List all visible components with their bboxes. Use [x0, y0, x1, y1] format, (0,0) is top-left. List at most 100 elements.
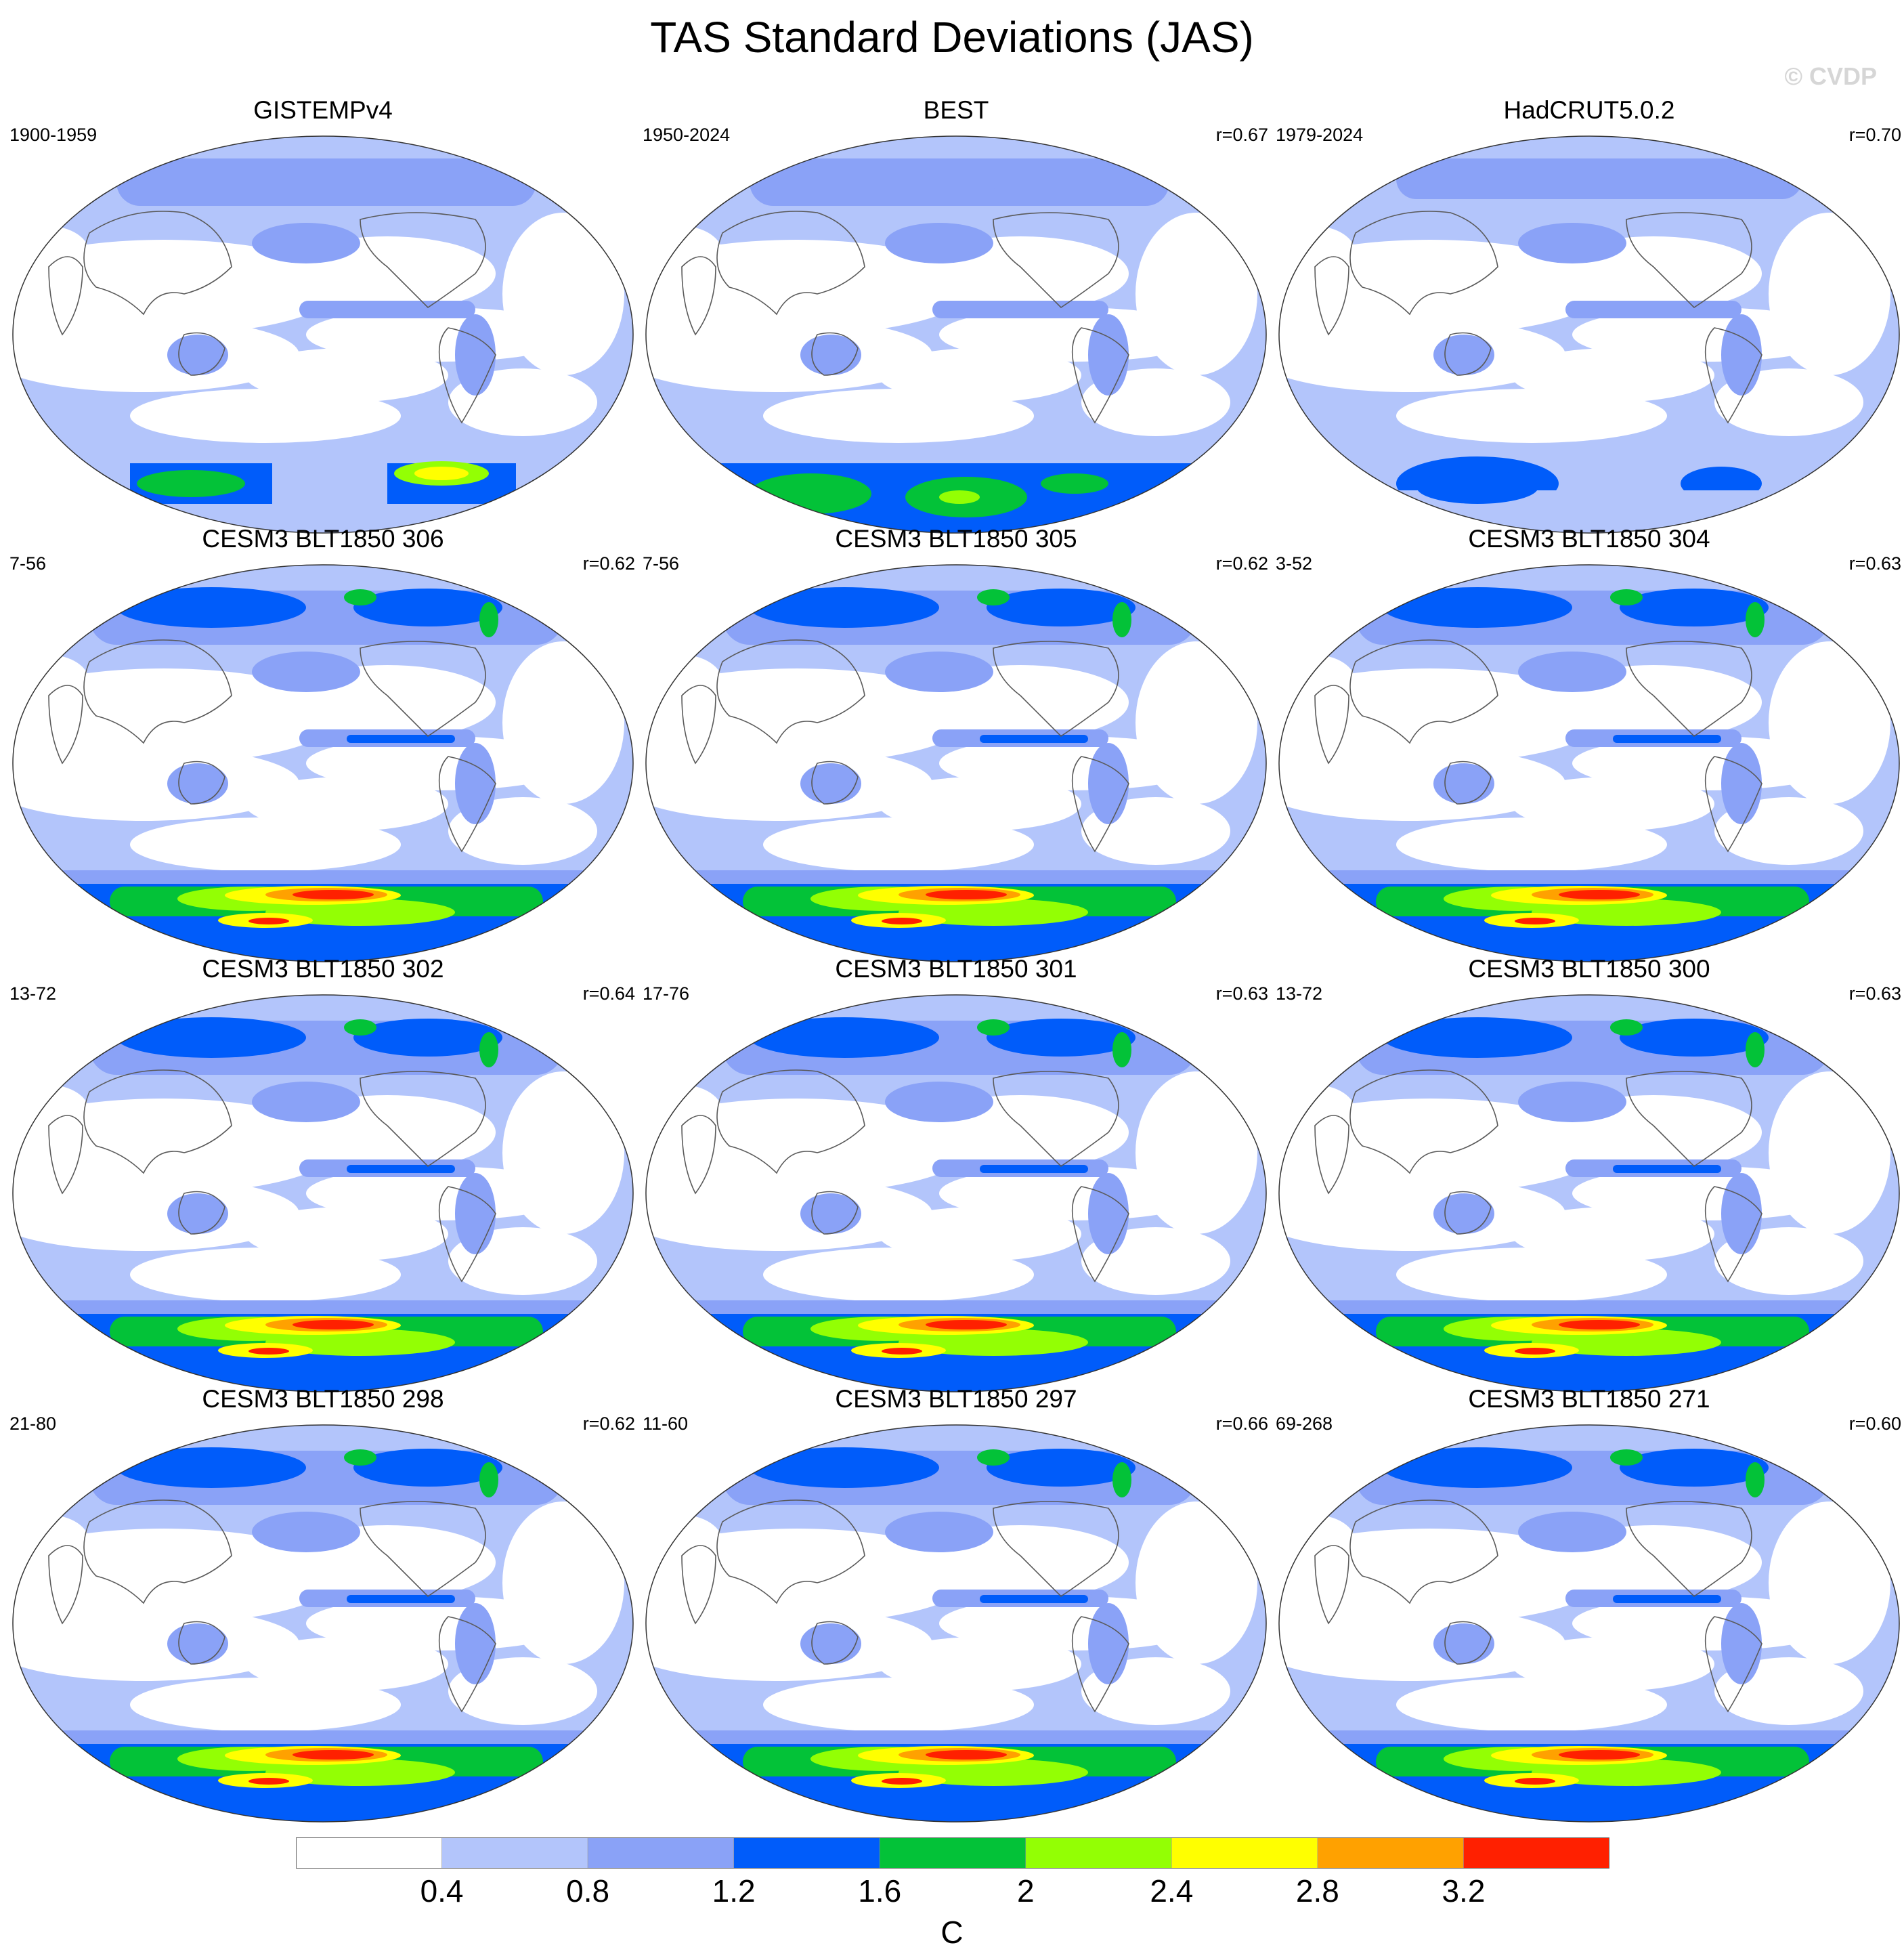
greenland-spot	[479, 602, 498, 637]
map-fill	[13, 1425, 633, 1822]
map-fill	[1279, 1425, 1899, 1822]
north-pacific-anomaly	[252, 1512, 360, 1552]
credit-watermark: © CVDP	[1784, 62, 1877, 90]
australia-anomaly	[800, 335, 861, 375]
map-panel: BEST 1950-2024 r=0.67	[641, 96, 1271, 534]
low-variability-zone	[245, 348, 448, 402]
low-variability-zone	[646, 709, 763, 790]
coastline	[360, 1501, 486, 1598]
antarctic-red-b	[248, 1778, 289, 1785]
colorbar-segment	[1317, 1837, 1464, 1869]
antarctic-blue-core	[980, 927, 1142, 952]
canada-anomaly	[993, 171, 1102, 200]
low-variability-zone	[1769, 213, 1890, 375]
greenland-spot	[1112, 1462, 1131, 1497]
panel-period: 13-72	[1276, 983, 1323, 1004]
antarctic-red-a	[293, 890, 374, 899]
colorbar-tick-label: 2.8	[1295, 1873, 1339, 1909]
panel-title: CESM3 BLT1850 271	[1468, 1385, 1710, 1413]
south-america-anomaly	[1088, 1173, 1129, 1254]
map-fill	[1279, 995, 1899, 1392]
coastline	[1071, 327, 1129, 424]
map-panel: CESM3 BLT1850 306 7-56 r=0.62	[8, 525, 638, 962]
enso-core	[1613, 1165, 1721, 1173]
panel-correlation: r=0.63	[1215, 983, 1268, 1004]
coastline	[1314, 1545, 1349, 1625]
arctic-green-spot	[1610, 1449, 1643, 1466]
coastline	[716, 1069, 865, 1174]
canada-anomaly	[353, 1449, 502, 1487]
siberia-anomaly	[750, 1017, 939, 1058]
world-map	[645, 135, 1267, 534]
panel-title: BEST	[923, 96, 989, 124]
enso-core	[1613, 1595, 1721, 1603]
coastline	[1071, 1186, 1129, 1283]
panel-period: 1900-1959	[9, 125, 98, 145]
coastline	[1704, 1616, 1762, 1713]
coastline	[681, 685, 716, 765]
arctic-green-spot	[1610, 1019, 1643, 1036]
south-america-anomaly	[1088, 743, 1129, 824]
antarctic-red-a	[926, 890, 1007, 899]
colorbar-tick-label: 0.8	[566, 1873, 610, 1909]
world-map	[1278, 564, 1900, 962]
coastline	[83, 211, 232, 316]
colorbar-tick-label: 1.2	[712, 1873, 756, 1909]
canada-anomaly	[353, 1019, 502, 1057]
enso-core	[980, 1165, 1088, 1173]
coastline	[1444, 1191, 1492, 1235]
antarctic-yellow	[414, 467, 469, 480]
low-variability-zone	[763, 1248, 1034, 1302]
antarctic-lime	[939, 490, 980, 504]
coastline	[438, 327, 496, 424]
colorbar-ticks: 0.4 0.8 1.2 1.6 2 2.4 2.8 3.2	[0, 1873, 1904, 1913]
coastline	[1444, 332, 1492, 376]
map-fill	[646, 1425, 1266, 1822]
north-pacific-anomaly	[1518, 223, 1626, 263]
greenland-spot	[1112, 602, 1131, 637]
antarctic-red-b	[1515, 918, 1555, 924]
coastline	[48, 256, 83, 336]
enso-core	[347, 735, 455, 743]
colorbar-tick-label: 2.4	[1150, 1873, 1194, 1909]
siberia-anomaly	[1383, 1447, 1572, 1488]
coastline	[178, 332, 225, 376]
panel-correlation: r=0.64	[582, 983, 635, 1004]
antarctic-blue-core	[347, 1357, 509, 1382]
panel-title: CESM3 BLT1850 306	[202, 525, 444, 553]
north-pacific-anomaly	[885, 223, 993, 263]
coastline	[1704, 1186, 1762, 1283]
colorbar-tick-label: 1.6	[858, 1873, 902, 1909]
australia-anomaly	[167, 1193, 228, 1234]
australia-anomaly	[1433, 335, 1494, 375]
map-border	[645, 135, 1267, 534]
low-variability-zone	[646, 280, 763, 362]
map-panel: CESM3 BLT1850 301 17-76 r=0.63	[641, 955, 1271, 1392]
low-variability-zone	[1511, 777, 1714, 831]
arctic-green-spot	[344, 589, 376, 605]
map-panel: CESM3 BLT1850 297 11-60 r=0.66	[641, 1385, 1271, 1823]
panel-period: 1979-2024	[1276, 125, 1364, 145]
antarctic-blue-core	[980, 1787, 1142, 1812]
coastline	[681, 256, 716, 336]
low-variability-zone	[1511, 1637, 1714, 1691]
low-variability-zone	[1279, 709, 1396, 790]
map-border	[645, 564, 1267, 962]
low-variability-zone	[1769, 641, 1890, 804]
south-america-anomaly	[455, 1603, 496, 1684]
panel-correlation: r=0.62	[582, 1413, 635, 1434]
colorbar-frame	[296, 1837, 1609, 1869]
low-variability-zone	[1511, 348, 1714, 402]
antarctic-red-b	[1515, 1778, 1555, 1785]
colorbar-tick-label: 3.2	[1442, 1873, 1486, 1909]
map-fill	[1279, 136, 1899, 533]
low-variability-zone	[763, 389, 1034, 443]
antarctic-blue-core	[1613, 927, 1775, 952]
arctic-green-spot	[1610, 589, 1643, 605]
antarctic-red-a	[1559, 1320, 1640, 1329]
panel-period: 69-268	[1276, 1413, 1333, 1434]
panel-correlation: r=0.62	[1215, 553, 1268, 574]
map-border	[12, 1424, 634, 1823]
canada-anomaly	[1620, 589, 1769, 626]
arctic-green-spot	[977, 1019, 1010, 1036]
